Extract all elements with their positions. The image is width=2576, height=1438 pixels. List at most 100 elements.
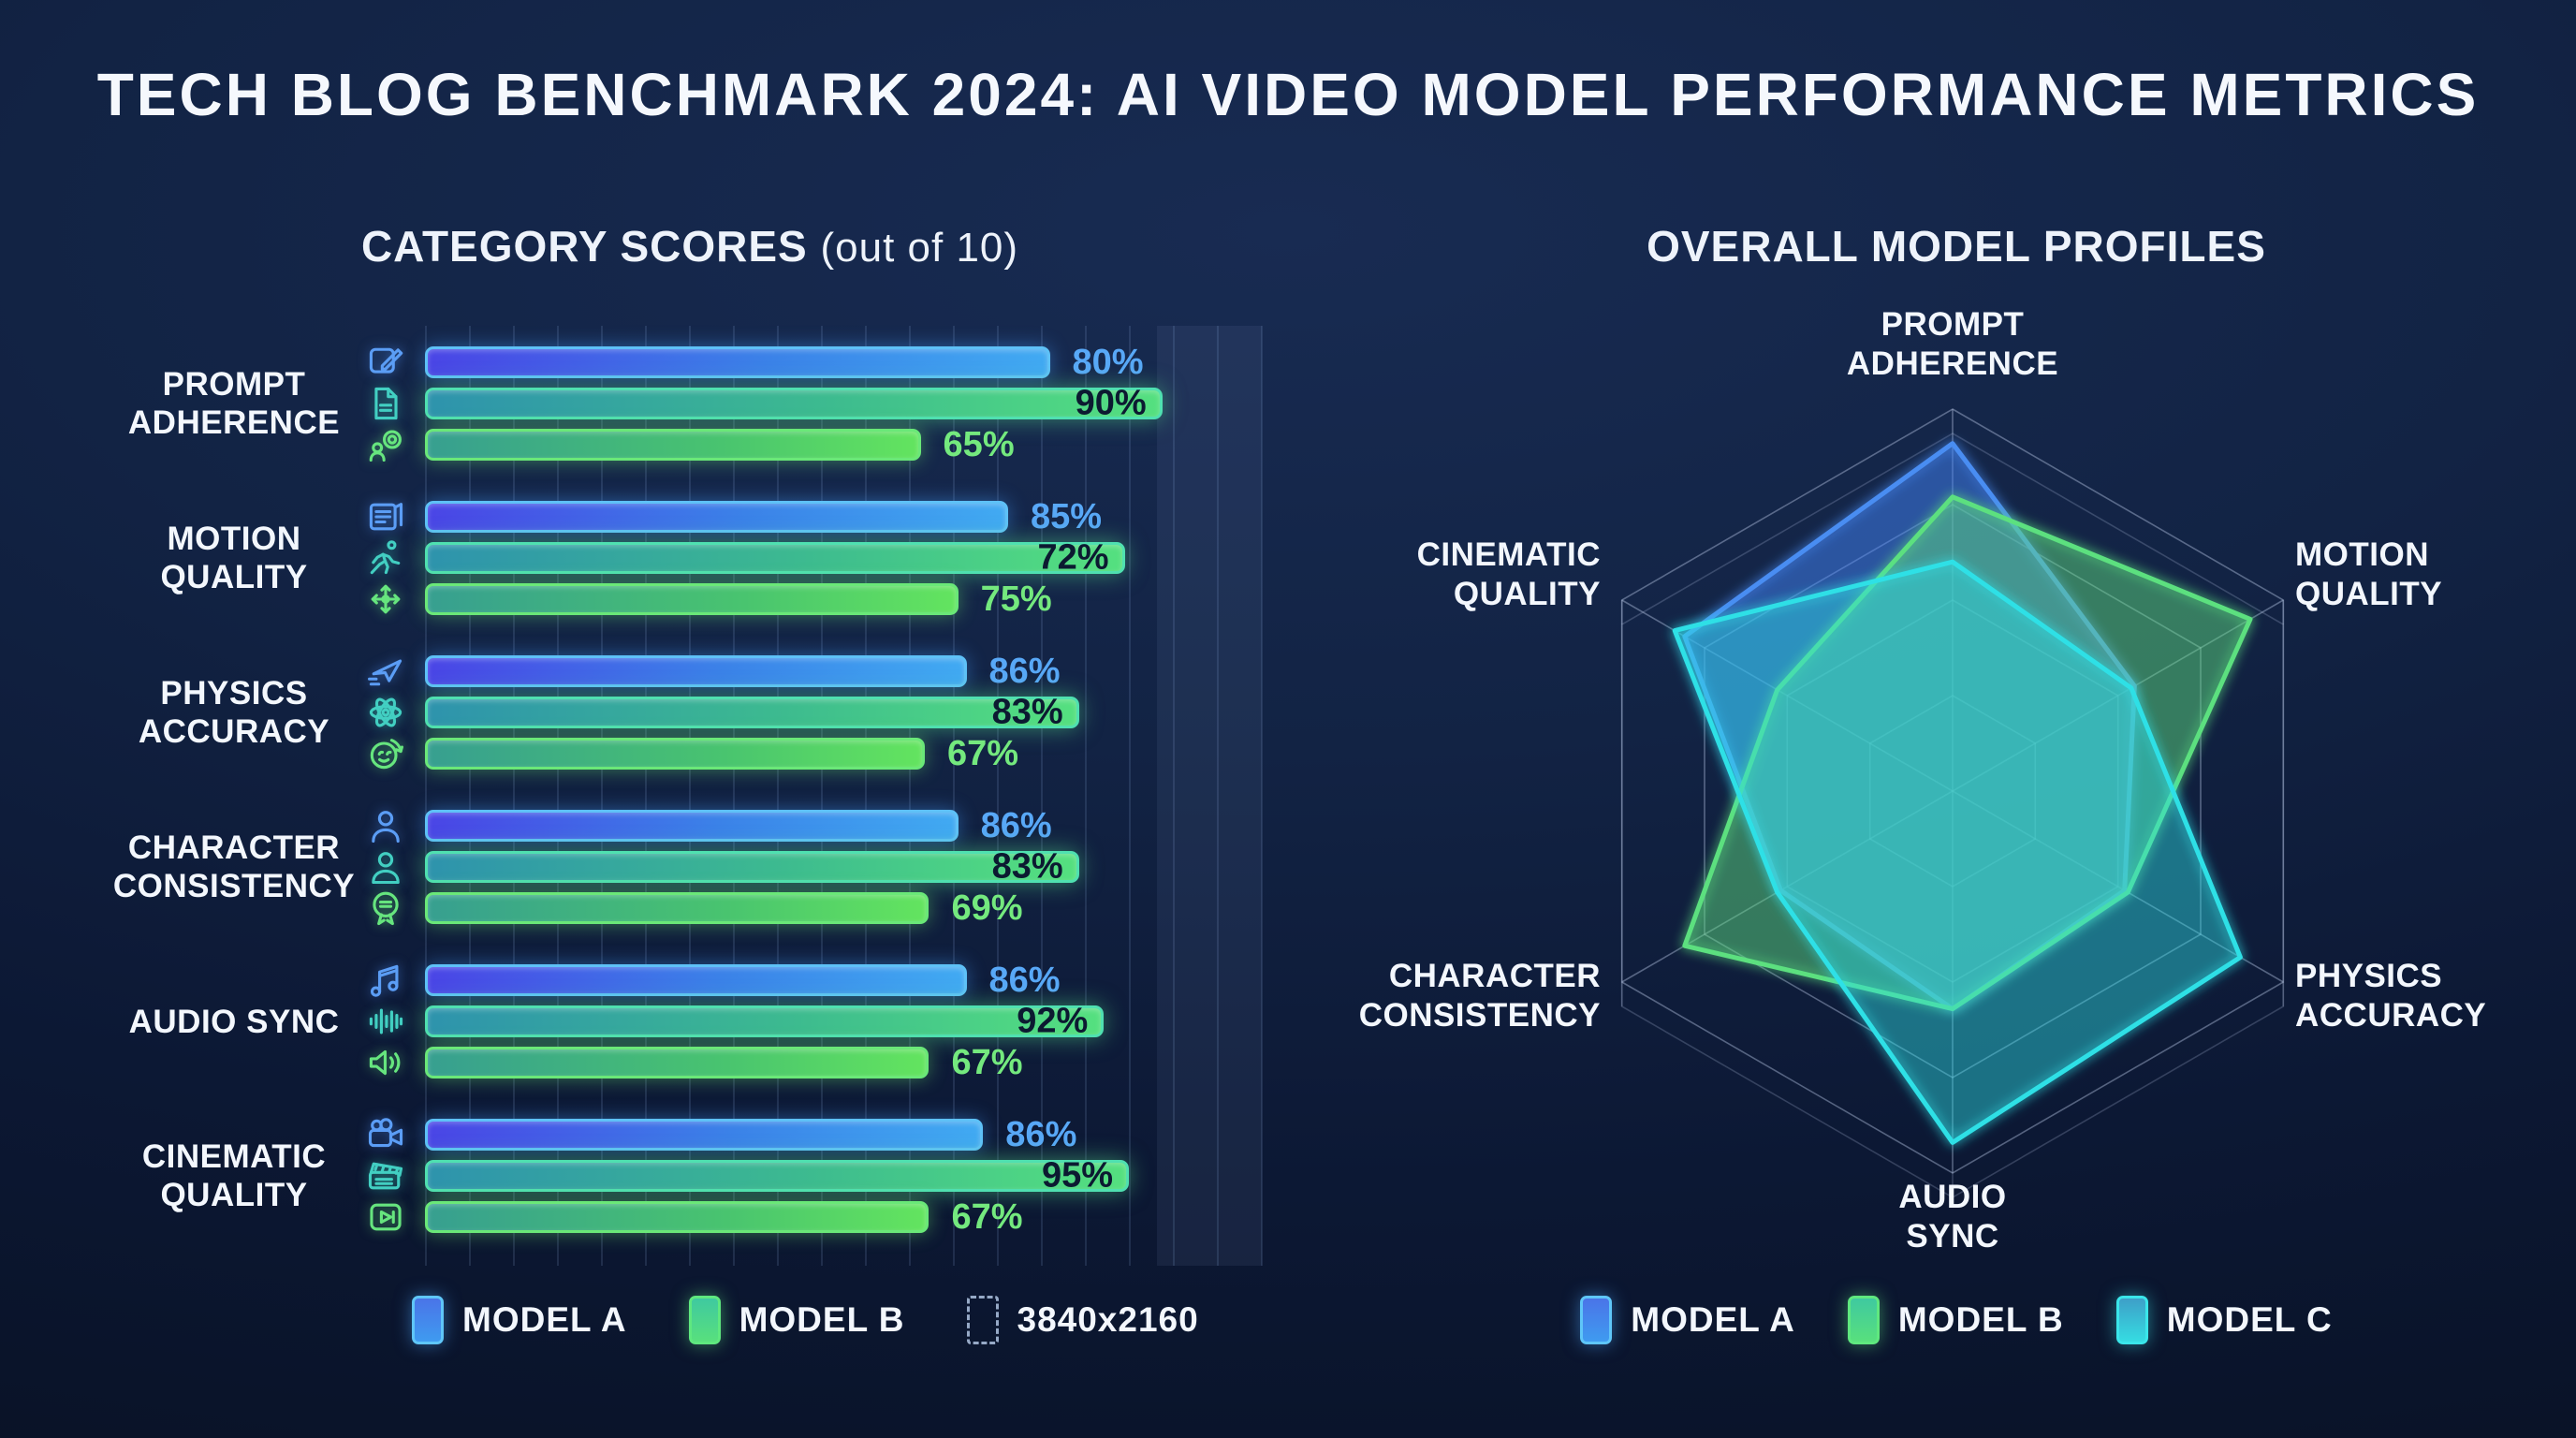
bar-track: 92% [425,1002,1258,1041]
bar-chart: PROMPT ADHERENCE 80% 90% [112,343,1258,1237]
model-b-swatch [1847,1296,1880,1344]
bar-row: 90% [346,384,1258,423]
bar-value: 67% [947,733,1019,773]
bar-value: 69% [951,888,1023,928]
bar-row: 67% [346,1043,1258,1082]
bar-row: 75% [346,580,1258,619]
legend-item-model-b: MODEL B [688,1296,905,1344]
paper-plane-icon [346,651,425,692]
bar-track: 65% [425,425,1258,465]
radar-axis-cinematic-quality: CINEMATIC QUALITY [1416,536,1601,612]
category-label: CINEMATIC QUALITY [141,1138,327,1213]
bar-row: 65% [346,425,1258,464]
edit-icon [346,342,425,383]
bar-model-c [425,892,929,924]
music-notes-icon [346,960,425,1001]
dashed-swatch [966,1296,999,1344]
bar-model-b: 83% [425,693,1079,732]
bar-model-b: 95% [425,1156,1130,1196]
radar-axis-character-consistency: CHARACTER CONSISTENCY [1358,958,1601,1034]
legend-label: MODEL A [1631,1300,1795,1339]
bar-model-a [425,346,1050,378]
bar-row: 86% [346,652,1258,691]
bar-track: 75% [425,580,1258,620]
category-label: AUDIO SYNC [128,1003,340,1040]
category-group-character-consistency: CHARACTER CONSISTENCY 86% 83% [112,806,1258,928]
category-group-audio-sync: AUDIO SYNC 86% 92% [122,961,1258,1082]
model-b-swatch [688,1296,721,1344]
bar-model-c [425,1201,929,1233]
bar-model-b: 83% [425,847,1079,887]
bar-model-c [425,583,959,615]
video-camera-icon [346,1114,425,1155]
bar-row: 86% [346,961,1258,1000]
bar-value: 86% [980,805,1052,845]
left-chart-heading-bold: CATEGORY SCORES [360,222,808,271]
category-label: CHARACTER CONSISTENCY [112,829,356,904]
bar-model-c [425,1047,929,1078]
move-arrows-icon [346,579,425,620]
radar-legend: MODEL A MODEL B MODEL C [1544,1296,2368,1344]
bar-model-b: 72% [425,538,1125,578]
radar-chart [1620,408,2285,1198]
badge-icon [346,888,425,929]
model-c-swatch [2115,1296,2148,1344]
legend-item-resolution: 3840x2160 [966,1296,1199,1344]
radar-axis-audio-sync: AUDIO SYNC [1898,1179,2007,1255]
bar-row: 86% [346,1115,1258,1154]
bar-track: 72% [425,538,1258,578]
bar-model-c [425,429,921,461]
legend-label: MODEL B [739,1300,905,1339]
bar-value: 67% [951,1042,1023,1082]
bar-track: 90% [425,384,1258,423]
bar-track: 67% [425,1197,1258,1238]
radar-axis-motion-quality: MOTION QUALITY [2295,536,2443,612]
bar-model-b: 92% [425,1002,1105,1041]
category-label: PROMPT ADHERENCE [127,366,341,441]
category-group-cinematic-quality: CINEMATIC QUALITY 86% 95% [122,1115,1258,1237]
bar-model-c [425,738,925,770]
clapperboard-icon [346,1155,425,1196]
bar-track: 83% [425,693,1258,732]
legend-item-model-c: MODEL C [2115,1296,2333,1344]
bar-row: 72% [346,538,1258,578]
bar-model-a [425,964,967,996]
bar-value: 85% [1031,496,1103,536]
bar-row: 85% [346,497,1258,536]
bar-model-a [425,810,959,842]
bar-track: 86% [425,652,1258,692]
page-title: TECH BLOG BENCHMARK 2024: AI VIDEO MODEL… [96,61,2480,128]
user-lens-icon [346,424,425,465]
radar-axis-prompt-adherence: PROMPT ADHERENCE [1846,306,2059,382]
model-a-swatch [412,1296,444,1344]
legend-label: MODEL B [1897,1300,2064,1339]
bar-track: 85% [425,497,1258,537]
bar-value: 92% [1017,1001,1089,1041]
atom-icon [346,692,425,733]
person-icon [346,846,425,888]
bar-row: 83% [346,693,1258,732]
bar-value: 86% [1005,1114,1077,1154]
person-outline-icon [346,805,425,846]
legend-item-model-b: MODEL B [1847,1296,2064,1344]
bar-row: 80% [346,343,1258,382]
bar-row: 67% [346,734,1258,773]
bar-value: 72% [1037,537,1109,578]
document-icon [346,383,425,424]
left-chart-heading-light: (out of 10) [820,225,1019,271]
legend-label: MODEL C [2166,1300,2333,1339]
bar-track: 69% [425,888,1258,929]
bar-value: 95% [1041,1155,1114,1196]
play-button-icon [346,1196,425,1238]
category-group-motion-quality: MOTION QUALITY 85% 72% [122,497,1258,619]
bar-track: 86% [425,961,1258,1001]
radar-polygon-model-c [1672,559,2243,1145]
bar-value: 83% [991,846,1063,887]
bar-row: 86% [346,806,1258,845]
bar-model-a [425,501,1008,533]
bar-track: 67% [425,734,1258,774]
bar-track: 67% [425,1043,1258,1083]
bar-track: 80% [425,343,1258,383]
bar-row: 95% [346,1156,1258,1196]
bar-value: 90% [1075,383,1147,423]
